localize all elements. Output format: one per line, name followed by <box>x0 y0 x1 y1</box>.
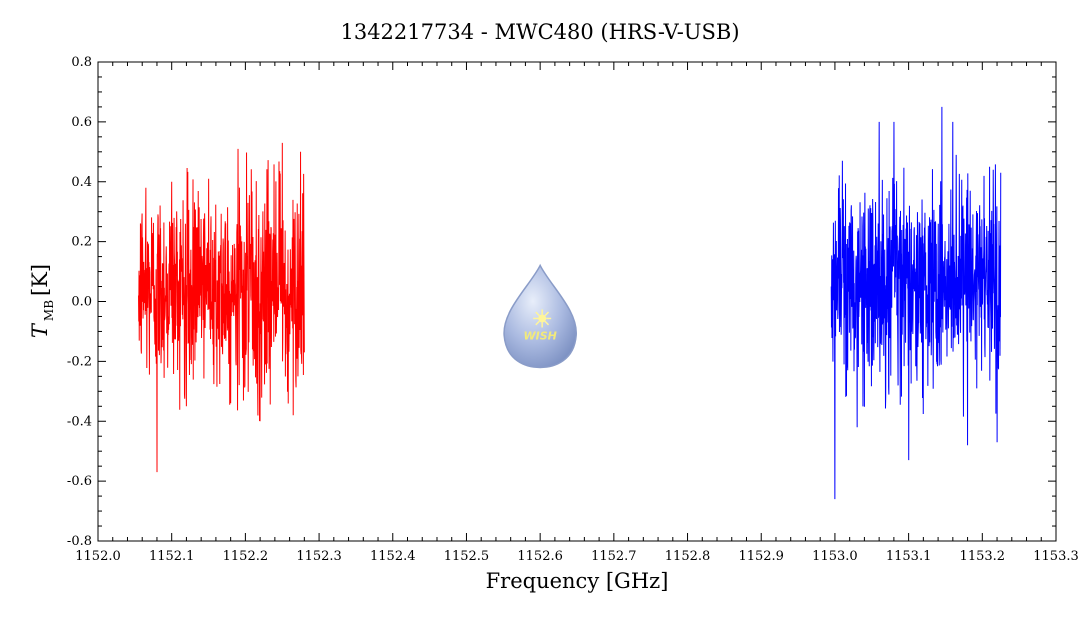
star-ray <box>535 311 540 317</box>
series-line-2 <box>830 106 1002 500</box>
x-tick-label: 1152.3 <box>296 549 342 564</box>
star-ray <box>535 320 540 326</box>
star-ray <box>544 320 550 326</box>
x-tick-label: 1152.9 <box>738 549 784 564</box>
y-axis-label-unit: [K] <box>28 264 52 296</box>
y-tick-label: -0.4 <box>67 414 92 429</box>
x-tick-label: 1152.0 <box>75 549 121 564</box>
series-layer <box>138 106 1002 500</box>
series-line-1 <box>138 142 305 473</box>
x-tick-label: 1152.2 <box>223 549 269 564</box>
star-ray <box>544 311 550 317</box>
x-axis-label: Frequency [GHz] <box>486 569 669 593</box>
y-tick-label: -0.8 <box>67 534 92 549</box>
y-tick-label: 0.2 <box>71 235 92 250</box>
x-tick-label: 1152.5 <box>444 549 490 564</box>
y-tick-label: -0.6 <box>67 474 92 489</box>
y-tick-label: 0.8 <box>71 55 92 70</box>
x-tick-label: 1153.3 <box>1033 549 1079 564</box>
y-axis-label-main: T <box>28 322 52 338</box>
y-axis: -0.8 -0.6 -0.4 -0.2 0.0 0.2 0.4 0.6 0.8 <box>67 55 1056 549</box>
x-tick-label: 1153.2 <box>960 549 1006 564</box>
y-tick-label: 0.4 <box>71 175 92 190</box>
x-tick-label: 1152.6 <box>517 549 563 564</box>
x-tick-label: 1152.1 <box>149 549 195 564</box>
chart-title: 1342217734 - MWC480 (HRS-V-USB) <box>340 20 739 44</box>
y-axis-label: TMB [K] <box>28 264 56 338</box>
x-tick-label: 1152.8 <box>665 549 711 564</box>
star-icon <box>538 314 547 323</box>
x-axis: 1152.0 1152.1 1152.2 1152.3 1152.4 1152.5 1152… <box>75 62 1079 564</box>
x-tick-label: 1153.0 <box>812 549 858 564</box>
x-tick-label: 1152.4 <box>370 549 416 564</box>
logo-text: WISH <box>523 329 556 342</box>
x-tick-label: 1152.7 <box>591 549 637 564</box>
y-tick-label: 0.6 <box>71 115 92 130</box>
y-tick-label: 0.0 <box>71 295 92 310</box>
y-tick-label: -0.2 <box>67 354 92 369</box>
wish-logo: WISH <box>503 263 577 369</box>
x-tick-label: 1153.1 <box>886 549 932 564</box>
y-axis-label-sub: MB <box>42 300 56 321</box>
